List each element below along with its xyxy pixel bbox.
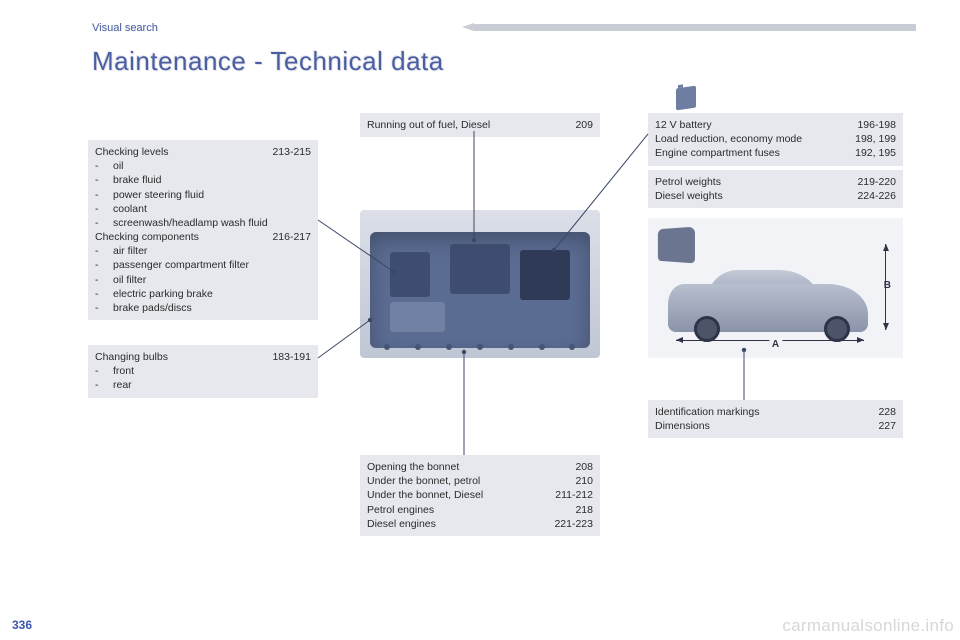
- pages: 208: [575, 460, 593, 474]
- box-bulbs: Changing bulbs 183-191 -front -rear: [88, 345, 318, 398]
- bullet: -passenger compartment filter: [95, 258, 311, 272]
- row-running-out: Running out of fuel, Diesel 209: [367, 118, 593, 132]
- bullet-text: oil filter: [113, 273, 311, 287]
- row: Identification markings 228: [655, 405, 896, 419]
- pages: 228: [878, 405, 896, 419]
- label: Engine compartment fuses: [655, 146, 780, 160]
- bullet-text: electric parking brake: [113, 287, 311, 301]
- pages: 183-191: [272, 350, 311, 364]
- pages: 209: [575, 118, 593, 132]
- label: Identification markings: [655, 405, 759, 419]
- row: Petrol weights 219-220: [655, 175, 896, 189]
- pages: 192, 195: [855, 146, 896, 160]
- battery-icon: [676, 86, 696, 111]
- label: Load reduction, economy mode: [655, 132, 802, 146]
- header-bar: [474, 24, 916, 31]
- bullet: -coolant: [95, 202, 311, 216]
- row: Load reduction, economy mode 198, 199: [655, 132, 896, 146]
- bullet: -rear: [95, 378, 311, 392]
- pages: 196-198: [857, 118, 896, 132]
- box-checking: Checking levels 213-215 -oil -brake flui…: [88, 140, 318, 320]
- engine-block: [450, 244, 510, 294]
- box-opening: Opening the bonnet 208 Under the bonnet, …: [360, 455, 600, 536]
- engine-block: [390, 302, 445, 332]
- pages: 221-223: [554, 517, 593, 531]
- pages: 227: [878, 419, 896, 433]
- label: Checking components: [95, 230, 199, 244]
- label: Checking levels: [95, 145, 169, 159]
- bullet-text: coolant: [113, 202, 311, 216]
- row: Diesel engines 221-223: [367, 517, 593, 531]
- pages: 210: [575, 474, 593, 488]
- bullet: -power steering fluid: [95, 188, 311, 202]
- wheel: [694, 316, 720, 342]
- bullet: -oil: [95, 159, 311, 173]
- label: Running out of fuel, Diesel: [367, 118, 490, 132]
- bullet: -brake fluid: [95, 173, 311, 187]
- pages: 224-226: [857, 189, 896, 203]
- row: 12 V battery 196-198: [655, 118, 896, 132]
- row-checking-levels: Checking levels 213-215: [95, 145, 311, 159]
- bullet: -electric parking brake: [95, 287, 311, 301]
- engine-body: [370, 232, 590, 348]
- page-title: Maintenance - Technical data: [92, 46, 444, 77]
- pages: 216-217: [272, 230, 311, 244]
- bullet: -brake pads/discs: [95, 301, 311, 315]
- row: Petrol engines 218: [367, 503, 593, 517]
- row: Engine compartment fuses 192, 195: [655, 146, 896, 160]
- bullet-text: rear: [113, 378, 311, 392]
- car-illustration: A B: [648, 218, 903, 358]
- bullet-text: oil: [113, 159, 311, 173]
- bullet-text: front: [113, 364, 311, 378]
- engine-dots: [372, 344, 588, 352]
- row: Diesel weights 224-226: [655, 189, 896, 203]
- bullet: -front: [95, 364, 311, 378]
- bullet: -oil filter: [95, 273, 311, 287]
- box-ident: Identification markings 228 Dimensions 227: [648, 400, 903, 438]
- row-bulbs: Changing bulbs 183-191: [95, 350, 311, 364]
- row: Under the bonnet, Diesel 211-212: [367, 488, 593, 502]
- pages: 218: [575, 503, 593, 517]
- box-weights: Petrol weights 219-220 Diesel weights 224-…: [648, 170, 903, 208]
- row: Opening the bonnet 208: [367, 460, 593, 474]
- label: Under the bonnet, Diesel: [367, 488, 483, 502]
- engine-illustration: [360, 210, 600, 358]
- dimension-a-label: A: [769, 339, 782, 350]
- pages: 219-220: [857, 175, 896, 189]
- engine-block: [390, 252, 430, 297]
- row-checking-components: Checking components 216-217: [95, 230, 311, 244]
- label: Changing bulbs: [95, 350, 168, 364]
- label: Petrol weights: [655, 175, 721, 189]
- label: Diesel weights: [655, 189, 723, 203]
- wheel: [824, 316, 850, 342]
- engine-block: [520, 250, 570, 300]
- row: Dimensions 227: [655, 419, 896, 433]
- dimension-b-label: B: [884, 280, 891, 291]
- pages: 211-212: [555, 488, 593, 502]
- bullet-text: brake fluid: [113, 173, 311, 187]
- box-running-out: Running out of fuel, Diesel 209: [360, 113, 600, 137]
- bullet-text: brake pads/discs: [113, 301, 311, 315]
- label: Under the bonnet, petrol: [367, 474, 480, 488]
- part-shape: [658, 227, 695, 264]
- pages: 198, 199: [855, 132, 896, 146]
- label: 12 V battery: [655, 118, 712, 132]
- box-battery: 12 V battery 196-198 Load reduction, econ…: [648, 113, 903, 166]
- bullet: -air filter: [95, 244, 311, 258]
- page-number: 336: [12, 618, 32, 632]
- row: Under the bonnet, petrol 210: [367, 474, 593, 488]
- label: Dimensions: [655, 419, 710, 433]
- bullet-text: passenger compartment filter: [113, 258, 311, 272]
- breadcrumb: Visual search: [92, 22, 158, 34]
- bullet: -screenwash/headlamp wash fluid: [95, 216, 311, 230]
- bullet-text: air filter: [113, 244, 311, 258]
- label: Petrol engines: [367, 503, 434, 517]
- watermark: carmanualsonline.info: [782, 616, 954, 636]
- bullet-text: screenwash/headlamp wash fluid: [113, 216, 311, 230]
- label: Diesel engines: [367, 517, 436, 531]
- label: Opening the bonnet: [367, 460, 459, 474]
- pages: 213-215: [272, 145, 311, 159]
- bullet-text: power steering fluid: [113, 188, 311, 202]
